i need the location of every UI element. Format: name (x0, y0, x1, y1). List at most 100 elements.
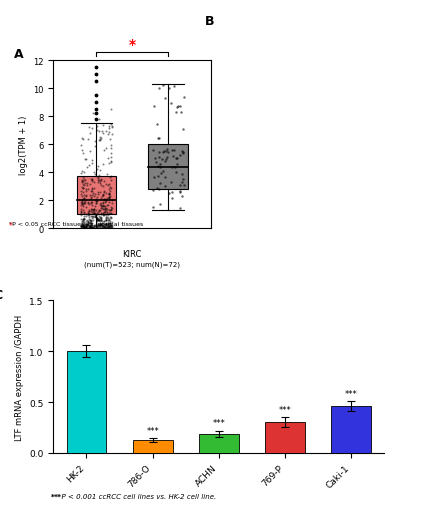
Point (176, 205, 183, 213)
Point (107, 224, 114, 233)
Point (81, 210, 87, 218)
Point (81, 191, 87, 200)
Point (93, 218, 100, 226)
Point (101, 205, 108, 213)
Point (100, 224, 107, 232)
Point (87, 222, 94, 231)
Point (106, 215, 112, 223)
Point (80, 200, 86, 208)
Point (106, 129, 112, 137)
Point (95, 224, 101, 232)
Point (105, 220, 112, 229)
Point (102, 206, 109, 214)
Point (95, 210, 101, 218)
Point (86, 222, 93, 231)
Point (165, 189, 172, 197)
Point (86, 161, 92, 169)
Point (162, 156, 169, 164)
Point (84, 221, 91, 229)
Point (88, 199, 95, 207)
Text: C: C (0, 289, 3, 301)
Point (153, 120, 160, 128)
Point (92, 200, 99, 208)
Point (79, 221, 86, 229)
Point (80, 176, 87, 184)
Point (100, 212, 107, 220)
Point (101, 147, 107, 155)
Point (94, 174, 101, 182)
Point (98, 221, 104, 230)
Point (77, 222, 84, 231)
Point (98, 217, 104, 225)
Point (83, 223, 89, 232)
Point (168, 147, 175, 155)
Point (102, 221, 109, 230)
Point (101, 208, 108, 216)
Point (102, 215, 109, 223)
Point (103, 127, 109, 135)
Point (106, 185, 112, 193)
Point (90, 189, 97, 197)
Point (89, 224, 95, 232)
Point (93, 215, 100, 223)
Point (82, 156, 89, 164)
Point (96, 221, 103, 229)
Point (86, 223, 93, 231)
Point (102, 222, 109, 231)
Point (99, 199, 106, 207)
Point (89, 202, 95, 210)
Point (92, 213, 98, 221)
Point (168, 188, 175, 196)
Text: *: * (128, 38, 135, 52)
Point (104, 155, 111, 163)
Point (105, 123, 112, 131)
Point (91, 138, 98, 146)
Point (77, 216, 84, 224)
Point (149, 146, 156, 154)
Point (176, 103, 183, 111)
Point (78, 209, 84, 217)
Point (94, 214, 101, 222)
Point (86, 223, 92, 232)
Point (79, 223, 86, 231)
Point (95, 207, 102, 215)
Point (97, 195, 104, 203)
Point (79, 183, 86, 191)
Point (80, 182, 87, 190)
Point (88, 124, 95, 132)
Point (89, 185, 95, 193)
Point (101, 221, 108, 229)
Text: ***: *** (146, 426, 158, 435)
Point (178, 148, 185, 156)
Point (104, 221, 111, 229)
Point (86, 180, 93, 188)
Point (107, 224, 114, 232)
Point (77, 206, 84, 214)
Point (105, 189, 112, 197)
Point (99, 224, 106, 232)
Point (98, 201, 104, 209)
Point (97, 136, 104, 145)
Point (93, 215, 100, 223)
Point (100, 161, 106, 169)
Point (80, 215, 86, 223)
Point (95, 136, 102, 145)
Point (89, 209, 95, 217)
Point (91, 171, 98, 179)
Point (89, 213, 96, 221)
Point (96, 223, 103, 231)
Point (78, 197, 85, 206)
Point (155, 185, 162, 193)
Point (80, 209, 87, 217)
Point (97, 215, 104, 223)
Point (103, 212, 109, 220)
Point (89, 206, 95, 214)
Point (81, 214, 87, 222)
Point (97, 223, 104, 231)
Point (87, 219, 94, 228)
Point (81, 224, 88, 233)
Point (83, 222, 90, 231)
Point (97, 182, 104, 190)
Point (78, 223, 84, 232)
Point (92, 143, 98, 151)
